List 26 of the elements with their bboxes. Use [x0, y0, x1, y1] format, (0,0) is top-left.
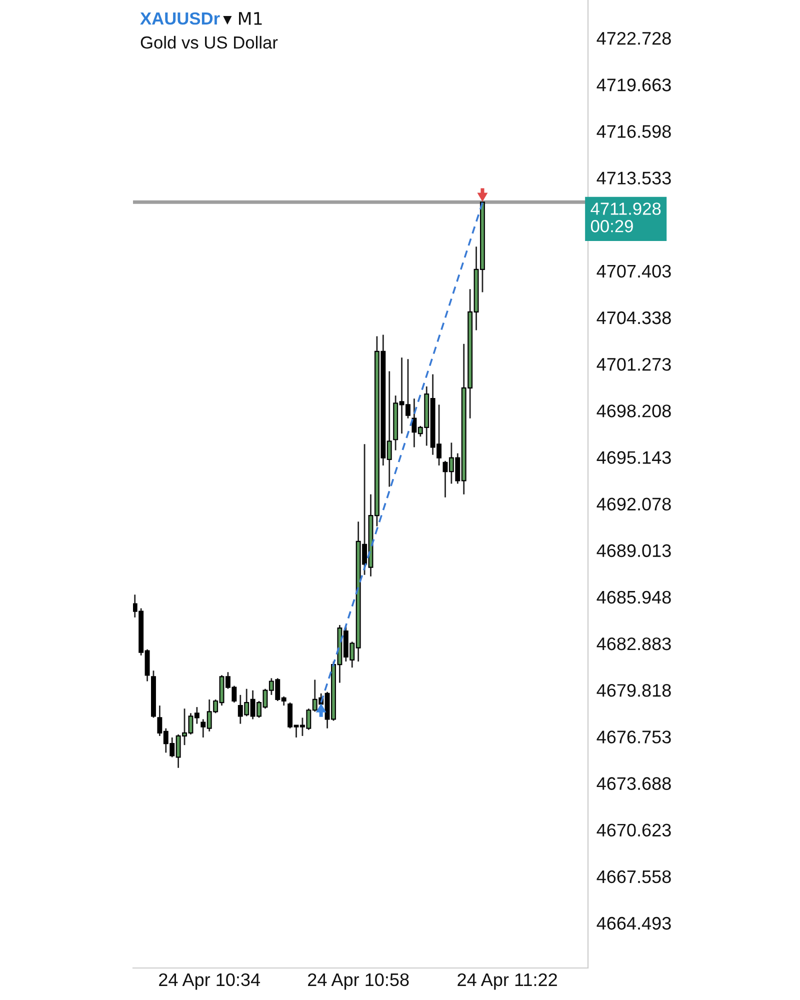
text: Gold vs US Dollar [140, 36, 278, 49]
ref-line-label: 4711.928 [590, 202, 661, 215]
x-tick-label: 24 Apr 10:34 [159, 973, 260, 990]
y-tick-label: 4685.948 [596, 590, 671, 604]
y-tick-label: 4676.753 [596, 730, 671, 744]
y-tick-label: 4679.818 [596, 684, 671, 697]
y-tick-label: 4670.623 [596, 824, 671, 837]
y-tick-label: 4667.558 [596, 870, 671, 884]
x-tick-label: 24 Apr 10:58 [308, 973, 409, 990]
x-tick-label: 24 Apr 11:22 [458, 973, 557, 990]
y-tick-label: 4692.078 [596, 498, 671, 511]
y-tick-label: 4673.688 [596, 777, 671, 790]
y-tick-label: 4695.143 [596, 451, 671, 464]
y-tick-label: 4719.663 [596, 78, 671, 92]
y-tick-label: 4722.728 [596, 32, 671, 45]
y-tick-label: 4689.013 [596, 544, 671, 558]
y-tick-label: 4707.403 [596, 264, 671, 278]
y-tick-label: 4701.273 [596, 358, 671, 371]
y-tick-label: 4704.338 [596, 311, 671, 324]
y-tick-label: 4698.208 [596, 404, 671, 418]
y-tick-label: 4716.598 [596, 125, 671, 138]
y-tick-label: 4682.883 [596, 637, 671, 650]
y-tick-label: 4664.493 [596, 916, 671, 930]
text: XAUUSDr ▾ M1 [140, 12, 262, 25]
y-tick-label: 4713.533 [596, 172, 671, 184]
text: 00:29 [590, 220, 633, 232]
